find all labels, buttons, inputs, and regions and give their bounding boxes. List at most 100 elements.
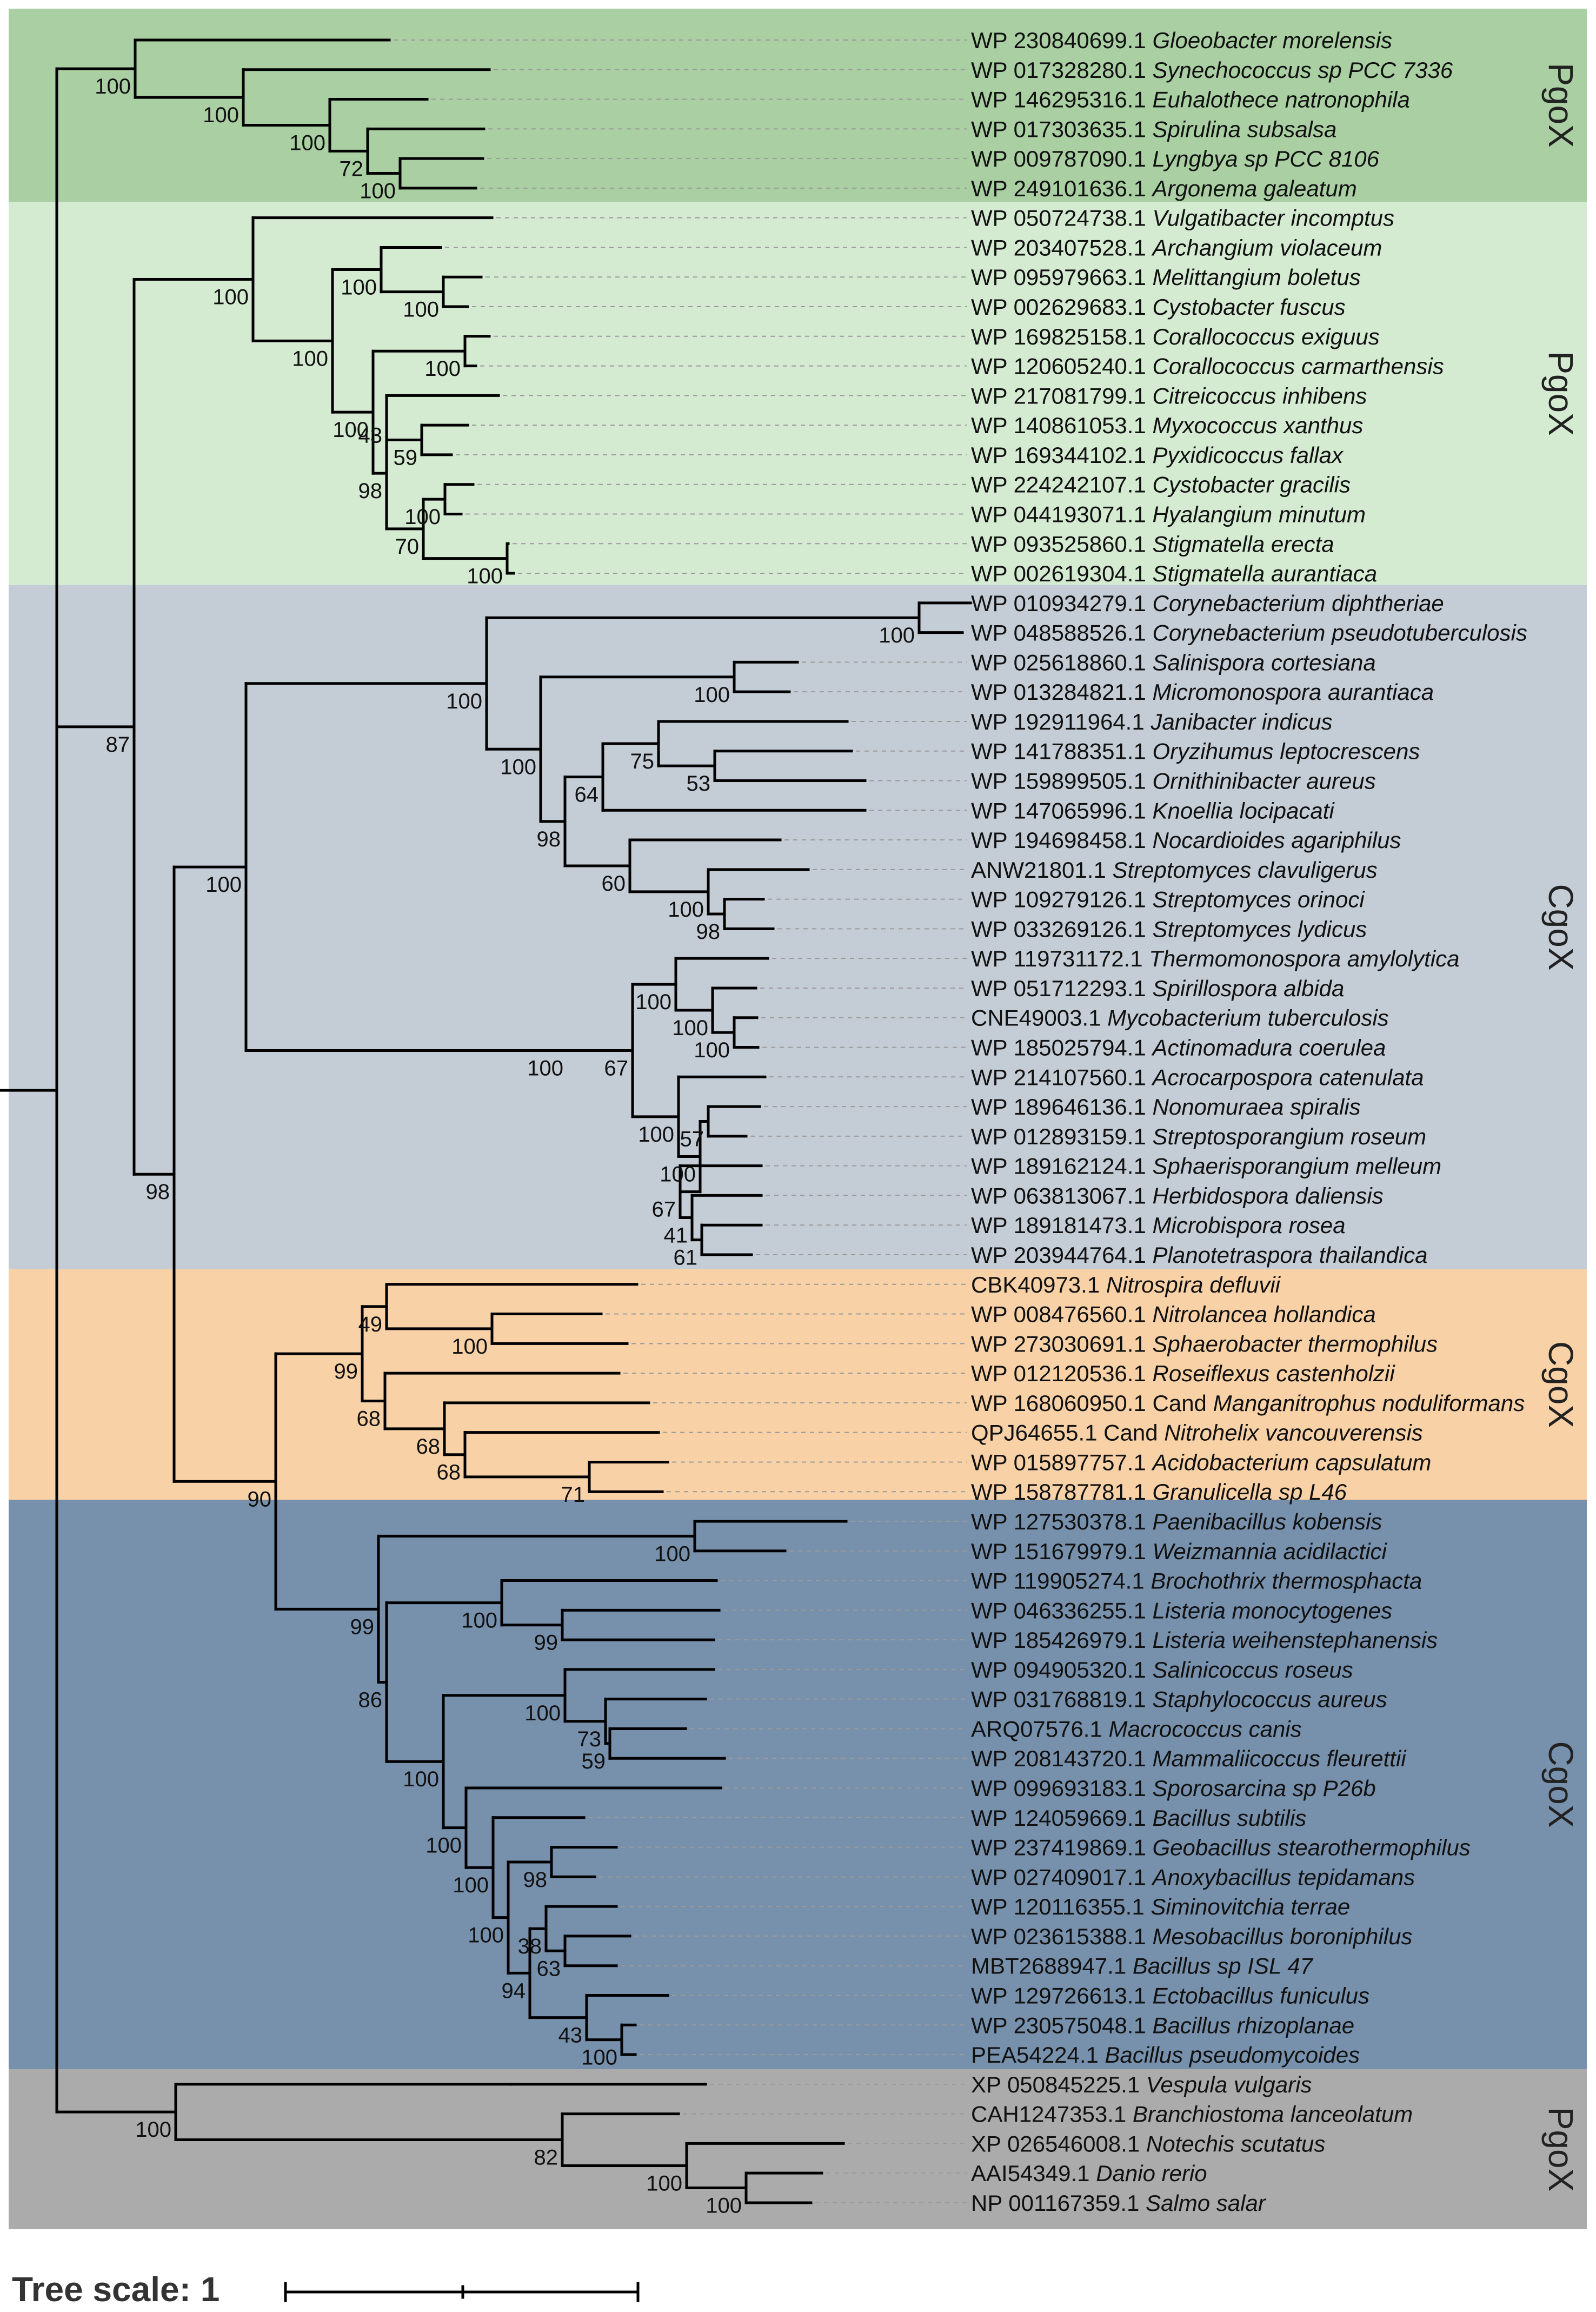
leaf-label: WP 008476560.1 Nitrolancea hollandica bbox=[971, 1302, 1376, 1327]
leaf-label: WP 051712293.1 Spirillospora albida bbox=[971, 976, 1344, 1001]
leaf-label: WP 158787781.1 Granulicella sp L46 bbox=[971, 1479, 1347, 1505]
bootstrap-value: 100 bbox=[289, 131, 325, 155]
bootstrap-value: 99 bbox=[534, 1631, 558, 1655]
leaf-label: WP 063813067.1 Herbidospora daliensis bbox=[971, 1183, 1384, 1208]
bootstrap-value: 57 bbox=[680, 1127, 704, 1151]
leaf-species: Mesobacillus boroniphilus bbox=[1153, 1924, 1413, 1949]
bootstrap-value: 100 bbox=[635, 990, 671, 1014]
leaf-accession: WP 185025794.1 bbox=[971, 1035, 1153, 1061]
leaf-label: WP 094905320.1 Salinicoccus roseus bbox=[971, 1657, 1353, 1682]
bootstrap-value: 100 bbox=[403, 298, 439, 322]
leaf-accession: WP 015897757.1 bbox=[971, 1449, 1153, 1475]
leaf-species: Geobacillus stearothermophilus bbox=[1153, 1835, 1471, 1860]
leaf-label: ANW21801.1 Streptomyces clavuligerus bbox=[971, 857, 1378, 883]
bootstrap-value: 100 bbox=[446, 690, 482, 713]
leaf-accession: WP 203944764.1 bbox=[971, 1242, 1153, 1268]
leaf-species: Manganitrophus noduliformans bbox=[1213, 1390, 1525, 1416]
leaf-label: WP 141788351.1 Oryzihumus leptocrescens bbox=[971, 739, 1420, 764]
leaf-accession: WP 025618860.1 bbox=[971, 650, 1153, 675]
bootstrap-value: 82 bbox=[534, 2146, 558, 2170]
leaf-species: Weizmannia acidilactici bbox=[1153, 1539, 1388, 1564]
leaf-accession: WP 230840699.1 bbox=[971, 28, 1153, 53]
leaf-species: Corynebacterium pseudotuberculosis bbox=[1153, 620, 1527, 646]
leaf-accession: WP 189646136.1 bbox=[971, 1094, 1153, 1119]
leaf-label: WP 140861053.1 Myxococcus xanthus bbox=[971, 413, 1363, 438]
leaf-label: WP 147065996.1 Knoellia locipacati bbox=[971, 798, 1335, 823]
leaf-label: WP 109279126.1 Streptomyces orinoci bbox=[971, 887, 1365, 912]
leaf-accession: MBT2688947.1 bbox=[971, 1953, 1133, 1979]
bootstrap-value: 87 bbox=[106, 733, 130, 757]
leaf-species: Spirulina subsalsa bbox=[1153, 116, 1337, 142]
leaf-label: CNE49003.1 Mycobacterium tuberculosis bbox=[971, 1005, 1389, 1031]
leaf-species: Knoellia locipacati bbox=[1153, 798, 1335, 823]
leaf-species: Streptosporangium roseum bbox=[1153, 1124, 1427, 1149]
leaf-accession: WP 099693183.1 bbox=[971, 1776, 1153, 1801]
bootstrap-value: 100 bbox=[706, 2194, 742, 2218]
clade-band bbox=[9, 1500, 1587, 2069]
leaf-species: Staphylococcus aureus bbox=[1153, 1687, 1387, 1712]
leaf-label: WP 169825158.1 Corallococcus exiguus bbox=[971, 324, 1380, 349]
bootstrap-value: 100 bbox=[879, 624, 915, 647]
leaf-label: WP 046336255.1 Listeria monocytogenes bbox=[971, 1598, 1392, 1623]
leaf-label: WP 033269126.1 Streptomyces lydicus bbox=[971, 916, 1367, 942]
leaf-label: WP 025618860.1 Salinispora cortesiana bbox=[971, 650, 1376, 675]
leaf-accession: WP 119905274.1 bbox=[971, 1568, 1151, 1594]
bootstrap-value: 43 bbox=[558, 2024, 583, 2048]
leaf-accession: WP 140861053.1 bbox=[971, 413, 1153, 438]
bootstrap-value: 98 bbox=[146, 1180, 170, 1204]
leaf-accession: WP 168060950.1 bbox=[971, 1390, 1153, 1416]
leaf-label: AAI54349.1 Danio rerio bbox=[971, 2161, 1207, 2186]
leaf-species: Bacillus pseudomycoides bbox=[1105, 2042, 1360, 2068]
leaf-label: WP 048588526.1 Corynebacterium pseudotub… bbox=[971, 620, 1527, 646]
bootstrap-value: 38 bbox=[518, 1935, 542, 1958]
clade-bands bbox=[9, 9, 1587, 2229]
leaf-species: Branchiostoma lanceolatum bbox=[1133, 2102, 1413, 2127]
bootstrap-value: 100 bbox=[212, 286, 249, 309]
bootstrap-value: 67 bbox=[652, 1198, 676, 1222]
leaf-label: WP 050724738.1 Vulgatibacter incomptus bbox=[971, 206, 1394, 231]
leaf-accession: WP 050724738.1 bbox=[971, 206, 1153, 231]
leaf-label: WP 168060950.1 Cand Manganitrophus nodul… bbox=[971, 1390, 1525, 1416]
leaf-species: Bacillus subtilis bbox=[1153, 1805, 1307, 1831]
bootstrap-value: 100 bbox=[404, 505, 441, 529]
bootstrap-value: 86 bbox=[358, 1688, 383, 1712]
leaf-species: Sphaerobacter thermophilus bbox=[1153, 1331, 1438, 1356]
leaf-label: NP 001167359.1 Salmo salar bbox=[971, 2190, 1267, 2216]
leaf-accession: WP 120116355.1 bbox=[971, 1894, 1151, 1919]
leaf-species: Lyngbya sp PCC 8106 bbox=[1153, 146, 1380, 171]
leaf-species: Planotetraspora thailandica bbox=[1153, 1242, 1428, 1268]
leaf-label: WP 002629683.1 Cystobacter fuscus bbox=[971, 294, 1346, 320]
leaf-label: WP 012120536.1 Roseiflexus castenholzii bbox=[971, 1361, 1395, 1386]
bootstrap-value: 61 bbox=[674, 1246, 698, 1270]
leaf-species: Salmo salar bbox=[1146, 2190, 1267, 2216]
bootstrap-value: 100 bbox=[467, 565, 503, 588]
leaf-label: WP 095979663.1 Melittangium boletus bbox=[971, 264, 1361, 290]
clade-label: CgoX bbox=[1541, 1741, 1580, 1827]
leaf-label: WP 010934279.1 Corynebacterium diphtheri… bbox=[971, 591, 1444, 616]
leaf-species: Brochothrix thermosphacta bbox=[1151, 1568, 1422, 1594]
leaf-label: WP 214107560.1 Acrocarpospora catenulata bbox=[971, 1064, 1424, 1090]
bootstrap-value: 68 bbox=[416, 1435, 441, 1459]
leaf-species: Nonomuraea spiralis bbox=[1153, 1094, 1361, 1119]
leaf-accession: AAI54349.1 bbox=[971, 2161, 1096, 2186]
clade-label: CgoX bbox=[1541, 884, 1580, 970]
leaf-species: Mammaliicoccus fleurettii bbox=[1153, 1746, 1407, 1771]
leaf-species: Pyxidicoccus fallax bbox=[1153, 442, 1344, 468]
leaf-label: WP 208143720.1 Mammaliicoccus fleurettii bbox=[971, 1746, 1407, 1771]
leaf-label: WP 169344102.1 Pyxidicoccus fallax bbox=[971, 442, 1344, 468]
leaf-accession: WP 203407528.1 bbox=[971, 235, 1153, 260]
leaf-label: WP 099693183.1 Sporosarcina sp P26b bbox=[971, 1776, 1376, 1801]
leaf-accession: WP 127530378.1 bbox=[971, 1509, 1153, 1534]
leaf-label: WP 151679979.1 Weizmannia acidilactici bbox=[971, 1539, 1388, 1564]
leaf-label: WP 013284821.1 Micromonospora aurantiaca bbox=[971, 679, 1434, 705]
leaf-species: Paenibacillus kobensis bbox=[1153, 1509, 1382, 1534]
leaf-species: Danio rerio bbox=[1096, 2161, 1207, 2186]
leaf-species: Vespula vulgaris bbox=[1146, 2072, 1312, 2097]
tree-scale-label: Tree scale: 1 bbox=[12, 2270, 220, 2309]
leaf-species: Streptomyces clavuligerus bbox=[1112, 857, 1377, 883]
leaf-accession: QPJ64655.1 bbox=[971, 1420, 1103, 1446]
leaf-accession: WP 159899505.1 bbox=[971, 769, 1153, 794]
leaf-accession: WP 013284821.1 bbox=[971, 679, 1153, 705]
bootstrap-value: 100 bbox=[581, 2046, 617, 2070]
